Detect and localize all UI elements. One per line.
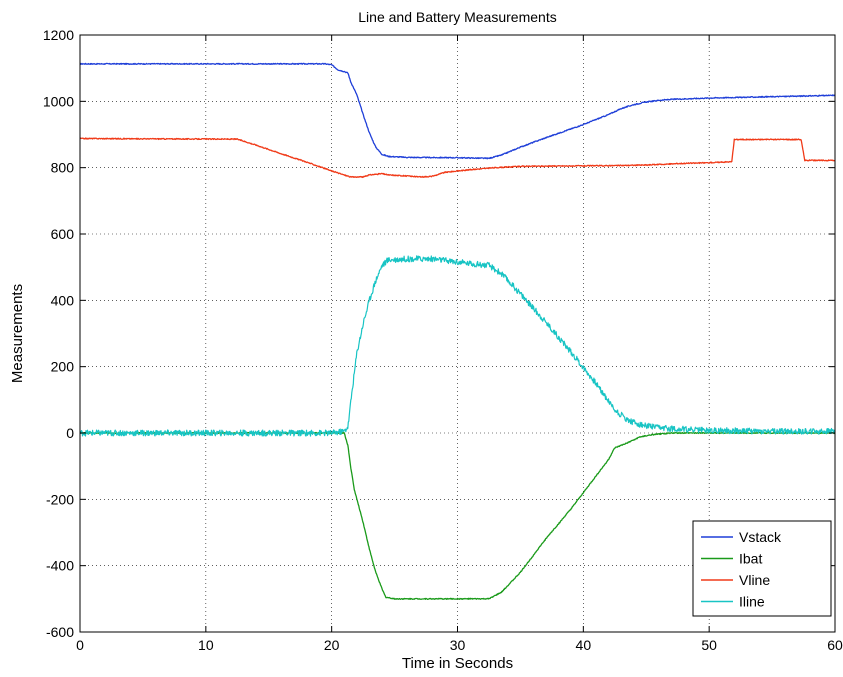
series-line-vline <box>79 137 836 179</box>
y-tick-label: 400 <box>51 292 75 308</box>
x-axis-title: Time in Seconds <box>402 655 513 672</box>
y-axis-title: Measurements <box>9 284 26 383</box>
y-tick-label: 600 <box>51 226 75 242</box>
y-tick-label: -600 <box>46 624 74 640</box>
legend: Vstack Ibat Vline Iline <box>692 520 832 617</box>
y-tick-label: 0 <box>66 425 74 441</box>
x-tick-label: 0 <box>76 637 84 653</box>
x-tick-label: 50 <box>701 637 717 653</box>
legend-label-iline: Iline <box>739 594 765 610</box>
series-line-vstack <box>79 62 836 160</box>
y-tick-label: 800 <box>51 160 75 176</box>
y-tick-label: -400 <box>46 558 74 574</box>
series-line-iline <box>79 255 836 437</box>
x-tick-label: 40 <box>576 637 592 653</box>
legend-label-vline: Vline <box>739 572 770 588</box>
x-tick-label: 30 <box>450 637 466 653</box>
x-tick-label: 10 <box>198 637 214 653</box>
y-tick-label: 1200 <box>43 27 74 43</box>
y-tick-label: 1000 <box>43 93 74 109</box>
x-tick-label: 20 <box>324 637 340 653</box>
series-lines <box>79 62 836 600</box>
chart-title: Line and Battery Measurements <box>358 9 556 25</box>
x-tick-label: 60 <box>827 637 843 653</box>
y-tick-label: 200 <box>51 359 75 375</box>
y-tick-label: -200 <box>46 491 74 507</box>
axis-ticks: 0 10 20 30 40 50 60 -600 -400 -200 0 200 400 600 800 10… <box>43 27 843 653</box>
legend-label-ibat: Ibat <box>739 551 762 567</box>
legend-label-vstack: Vstack <box>739 529 782 545</box>
series-line-ibat <box>79 431 836 600</box>
